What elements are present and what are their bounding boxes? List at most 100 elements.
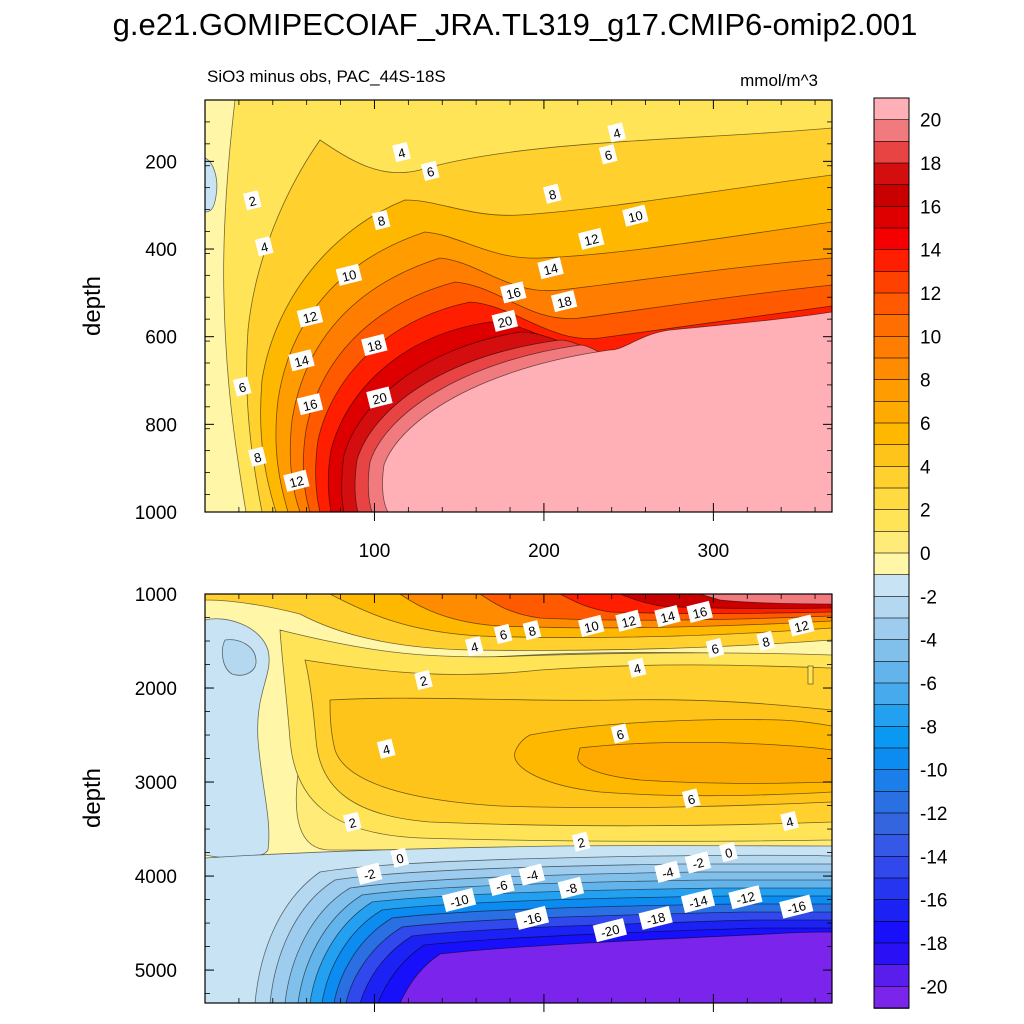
lower-contour-label: 0 (390, 847, 410, 868)
upper-contour-label-bg (242, 190, 262, 211)
upper-contour-label: 8 (248, 446, 267, 467)
colorbar-label: -14 (920, 847, 948, 868)
upper-contour-label: 18 (550, 290, 578, 313)
colorbar-box (873, 639, 910, 663)
colorbar-box (873, 357, 910, 381)
lower-contour-label-text: 6 (615, 726, 626, 742)
lower-contour-label-text: -18 (645, 909, 667, 928)
lower-contour-label-text: -12 (735, 889, 757, 908)
lower-contour-label-text: -4 (525, 867, 540, 884)
lower-contour-label-text: 10 (583, 618, 601, 636)
upper-contour-label-bg (254, 236, 274, 257)
upper-contour-label-bg (335, 263, 363, 286)
lower-contour-label-text: -14 (687, 892, 709, 911)
lower-contour-label: -2 (356, 862, 383, 885)
upper-contour-label-bg (622, 204, 649, 227)
colorbar-box (873, 682, 910, 706)
colorbar-box (873, 487, 910, 511)
colorbar-box (873, 422, 910, 446)
lower-contour-label: 2 (571, 831, 591, 852)
upper-x-tick-label: 300 (698, 541, 730, 562)
lower-contour-label-text: -2 (362, 866, 377, 883)
upper-contour-label: 6 (420, 160, 440, 182)
lower-contour-label-bg (522, 620, 542, 641)
colorbar-box (873, 466, 910, 489)
upper-contour-label-text: 16 (505, 284, 523, 302)
colorbar-box (873, 596, 910, 619)
lower-contour-label-text: -16 (521, 909, 543, 928)
lower-contour-label-text: 12 (620, 613, 638, 631)
lower-left-blue-2 (221, 639, 257, 676)
upper-contour-label-text: 12 (583, 231, 601, 249)
upper-y-tick-label: 600 (145, 328, 177, 349)
lower-contour-label-bg (728, 885, 763, 910)
lower-contour-label-bg (654, 605, 681, 628)
lower-contour-label: -10 (441, 888, 477, 913)
upper-contour-label-text: 12 (301, 308, 319, 326)
lower-contour-label: -6 (488, 873, 515, 897)
upper-contour-label: 14 (537, 257, 564, 280)
lower-contour-label-text: 0 (395, 851, 406, 867)
lower-contour-label-bg (441, 888, 477, 913)
lower-contour-label-bg (390, 847, 410, 868)
upper-contour-label: 20 (491, 309, 519, 332)
lower-contour-label-text: 6 (498, 627, 509, 643)
lower-y-tick-label: 1000 (135, 585, 177, 606)
lower-contour-label-text: 6 (686, 791, 697, 807)
lower-y-axis-label: depth (79, 768, 106, 828)
colorbar-label: -4 (920, 631, 937, 652)
lower-contour-label-bg (571, 831, 591, 852)
colorbar-box (873, 921, 910, 944)
lower-contour-label-text: 4 (632, 661, 643, 677)
lower-x-ticks (238, 594, 816, 1012)
colorbar-labels: 20181614121086420-2-4-6-8-10-12-14-16-18… (920, 111, 948, 999)
lower-contour-label-text: 14 (659, 608, 677, 626)
upper-contour-label-bg (607, 122, 626, 143)
colorbar-box (873, 292, 910, 316)
colorbar-box (873, 704, 910, 728)
upper-contour-label-text: 20 (496, 313, 514, 331)
lower-contour-label-bg (488, 873, 515, 897)
colorbar-frame (873, 97, 910, 1009)
lower-contour-label: 4 (627, 657, 647, 678)
upper-contour-label-text: 12 (288, 473, 306, 491)
lower-contour-label-bg (610, 723, 630, 744)
colorbar-box (873, 552, 910, 576)
lower-y-tick-label: 2000 (135, 679, 177, 700)
colorbar-box (873, 336, 910, 359)
upper-contour-label-bg (491, 309, 519, 332)
lower-contour-label: 10 (578, 614, 605, 637)
upper-contour-label-bg (288, 349, 315, 372)
colorbar-box (873, 617, 910, 641)
lower-contour-label: 2 (414, 669, 433, 691)
lower-contour-label-text: -2 (691, 855, 706, 872)
colorbar-label: 6 (920, 414, 931, 435)
lower-contour-label: -2 (684, 851, 712, 874)
colorbar-box (873, 444, 910, 468)
upper-contour-label-text: 4 (259, 239, 270, 255)
upper-x-ticks: 100 200 300 (238, 100, 816, 562)
upper-contour-label-bg (361, 333, 388, 356)
lower-contour-label: -4 (518, 863, 546, 886)
colorbar-label: -12 (920, 804, 947, 825)
lower-contour-label: -14 (680, 888, 716, 913)
upper-contour-label-bg (500, 281, 527, 304)
upper-frame (204, 99, 833, 513)
lower-contour-label-text: 2 (347, 815, 358, 831)
upper-contour-label-bg (366, 386, 393, 409)
colorbar-box (873, 379, 910, 403)
lower-contour-label-bg (719, 842, 738, 863)
colorbar-box (873, 856, 910, 879)
colorbar-box (873, 812, 910, 836)
lower-contour-label: 4 (376, 738, 396, 759)
colorbar-box (873, 97, 910, 121)
lower-contour-label: 8 (756, 630, 776, 652)
colorbar-label: 4 (920, 457, 931, 478)
lower-contour-label-bg (788, 614, 815, 637)
lower-contour-label: 12 (788, 614, 815, 637)
upper-contour-label: 4 (392, 142, 411, 163)
colorbar-label: 20 (920, 111, 941, 132)
lower-contour-label: 12 (615, 609, 642, 632)
upper-contour-label: 14 (288, 349, 315, 372)
